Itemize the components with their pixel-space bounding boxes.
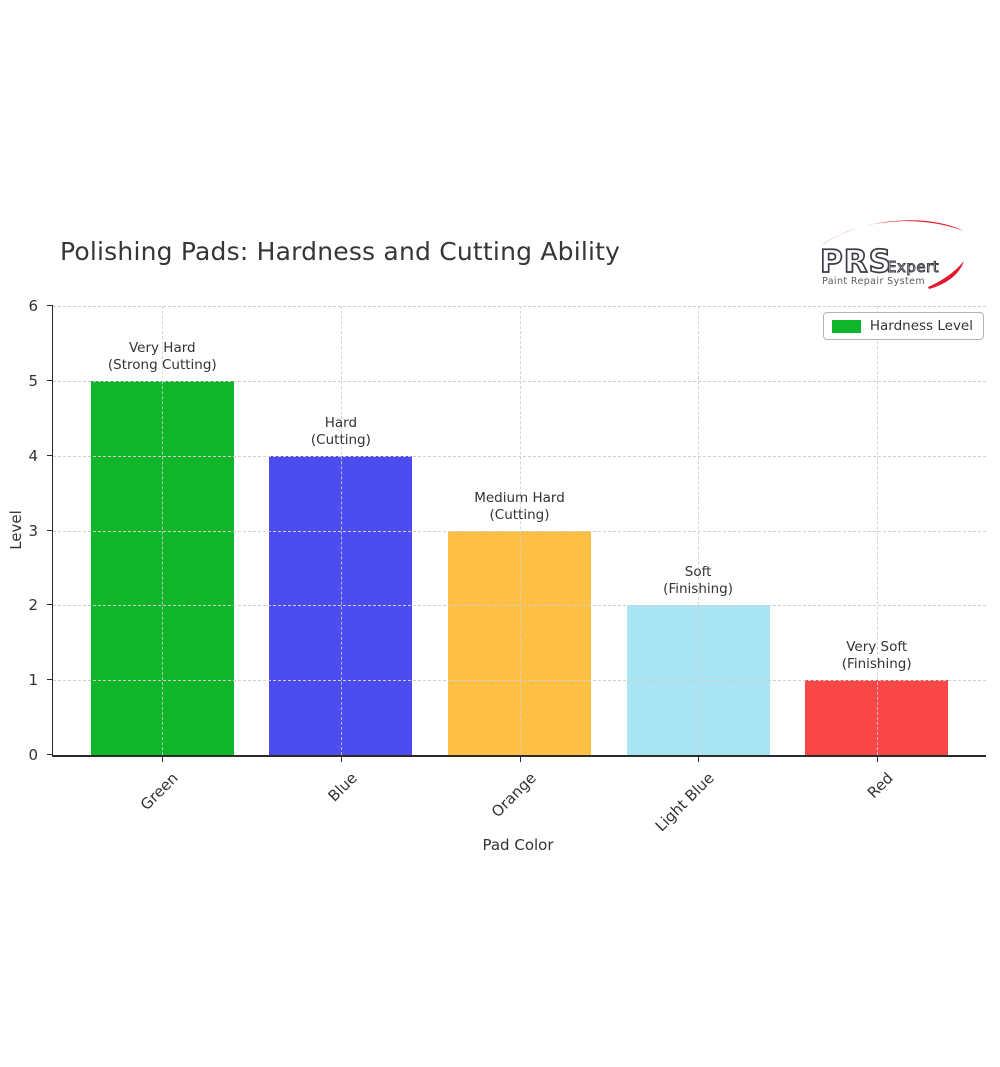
bar-annotation-light-blue: Soft (Finishing)	[663, 564, 733, 598]
annotation-line: Very Hard	[128, 339, 196, 356]
bar-orange	[448, 530, 591, 755]
x-tick-label-orange: Orange	[487, 769, 540, 821]
y-tick-mark	[47, 604, 53, 606]
y-tick-mark	[47, 305, 53, 306]
legend: Hardness Level	[822, 312, 984, 340]
gridline-vertical	[162, 306, 164, 755]
y-tick-mark	[47, 529, 53, 531]
annotation-line: (Finishing)	[841, 656, 912, 673]
x-tick-label-red: Red	[863, 769, 897, 802]
y-tick-label: 6	[28, 297, 38, 315]
annotation-line: (Cutting)	[489, 506, 550, 523]
annotation-line: (Finishing)	[663, 581, 734, 598]
logo-swoosh-small	[928, 261, 964, 289]
y-tick-label: 2	[28, 596, 38, 615]
annotation-line: Medium Hard	[474, 489, 565, 506]
bar-annotation-blue: Hard (Cutting)	[311, 415, 371, 449]
legend-swatch-hardness	[831, 319, 861, 333]
chart-title: Polishing Pads: Hardness and Cutting Abi…	[60, 237, 621, 266]
x-axis-label: Pad Color	[482, 836, 554, 854]
logo-brand-suffix-text: Expert	[887, 258, 939, 276]
gridline-vertical	[698, 306, 700, 755]
annotation-line: Hard	[324, 414, 358, 431]
x-tick-mark	[162, 757, 164, 762]
x-tick-mark	[876, 757, 878, 762]
gridline-vertical	[519, 306, 521, 755]
y-tick-label: 3	[28, 521, 38, 540]
gridline-vertical	[876, 306, 878, 755]
x-tick-label-blue: Blue	[324, 769, 361, 806]
legend-label: Hardness Level	[869, 318, 973, 334]
y-tick-mark	[47, 454, 53, 456]
x-tick-label-light-blue: Light Blue	[651, 769, 718, 836]
y-axis-label: Level	[7, 510, 25, 550]
annotation-line: Soft	[684, 564, 712, 581]
bar-annotation-green: Very Hard (Strong Cutting)	[108, 340, 217, 374]
annotation-line: Very Soft	[846, 639, 908, 656]
y-tick-label: 0	[28, 746, 38, 764]
x-tick-label-green: Green	[137, 769, 183, 814]
bar-annotation-orange: Medium Hard (Cutting)	[474, 490, 565, 524]
annotation-line: (Cutting)	[310, 431, 371, 448]
x-tick-mark	[519, 757, 521, 762]
x-tick-mark	[698, 757, 700, 762]
y-tick-label: 5	[28, 371, 38, 390]
logo-brand-text: PRS	[820, 244, 892, 280]
y-tick-mark	[47, 679, 53, 681]
prs-expert-logo: PRS Expert Paint Repair System	[818, 220, 964, 289]
bar-annotation-red: Very Soft (Finishing)	[842, 639, 912, 673]
y-tick-label: 1	[28, 671, 38, 690]
gridline-vertical	[340, 306, 342, 755]
annotation-line: (Strong Cutting)	[107, 356, 217, 373]
y-tick-label: 4	[28, 446, 38, 465]
x-tick-mark	[340, 757, 342, 762]
plot-area: Hardness Level 0 1 2 3 4 5 6 Very Hard (Strong C…	[28, 297, 986, 835]
y-tick-mark	[47, 754, 53, 755]
y-tick-mark	[47, 379, 53, 381]
logo-tagline-text: Paint Repair System	[822, 276, 925, 287]
